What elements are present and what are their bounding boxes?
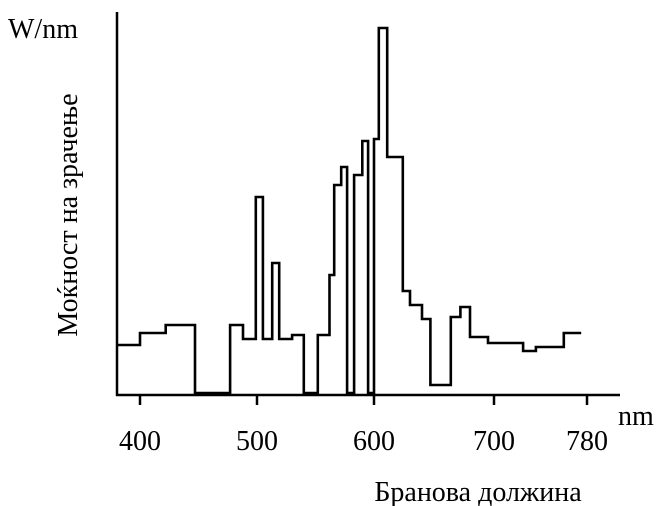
spectrum-step-line (117, 26, 582, 395)
x-tick-label: 700 (473, 426, 515, 457)
x-tick-label: 400 (119, 426, 161, 457)
x-tick-label: 600 (353, 426, 395, 457)
y-unit-label: W/nm (8, 14, 78, 45)
x-tick-label: 780 (566, 426, 608, 457)
y-axis-title: Моќност на зрачење (53, 93, 84, 336)
x-ticks: 400 500 600 700 780 (119, 395, 608, 457)
x-tick-label: 500 (236, 426, 278, 457)
x-unit-label: nm (618, 401, 654, 432)
x-axis-title: Бранова должина (374, 477, 582, 506)
